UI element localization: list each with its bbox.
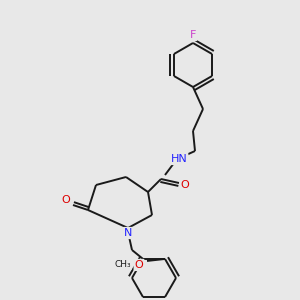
Text: HN: HN [171,154,188,164]
Text: O: O [61,195,70,205]
Text: O: O [135,260,143,270]
Text: F: F [190,30,196,40]
Text: O: O [181,180,189,190]
Text: CH₃: CH₃ [115,260,131,269]
Text: N: N [124,228,132,238]
